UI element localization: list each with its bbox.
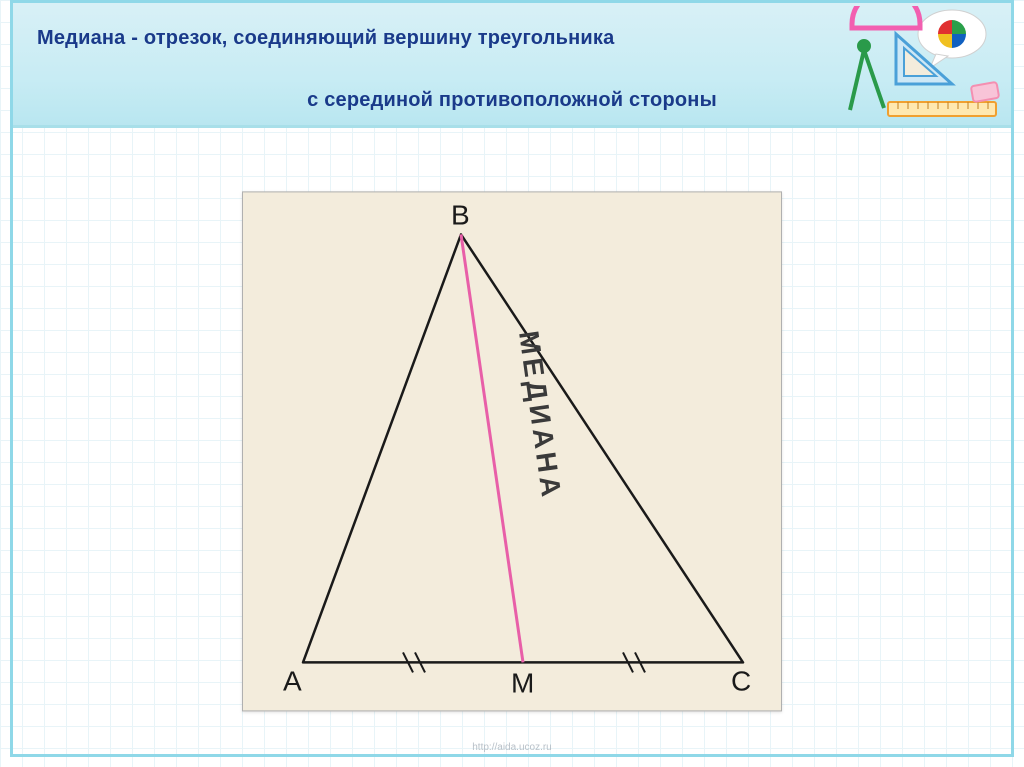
vertex-label-C: С (731, 665, 751, 696)
bubble-piechart-icon (918, 10, 986, 68)
protractor-icon (852, 6, 920, 28)
header-divider (13, 125, 1011, 128)
footer-url: http://aida.ucoz.ru (0, 742, 1024, 753)
ruler-icon (888, 102, 996, 116)
median-label: МЕДИАНА (513, 329, 567, 502)
median-diagram: А В С М МЕДИАНА (242, 191, 782, 711)
vertex-label-B: В (451, 199, 470, 230)
compass-icon (850, 41, 884, 110)
corner-decoration (844, 6, 1004, 122)
vertex-label-A: А (283, 665, 302, 696)
triangle (303, 234, 743, 662)
median-line (461, 234, 523, 662)
vertex-label-M: М (511, 667, 534, 698)
slide-page: Медиана - отрезок, соединяющий вершину т… (0, 0, 1024, 767)
content-area: А В С М МЕДИАНА (13, 128, 1011, 754)
eraser-icon (971, 82, 999, 102)
